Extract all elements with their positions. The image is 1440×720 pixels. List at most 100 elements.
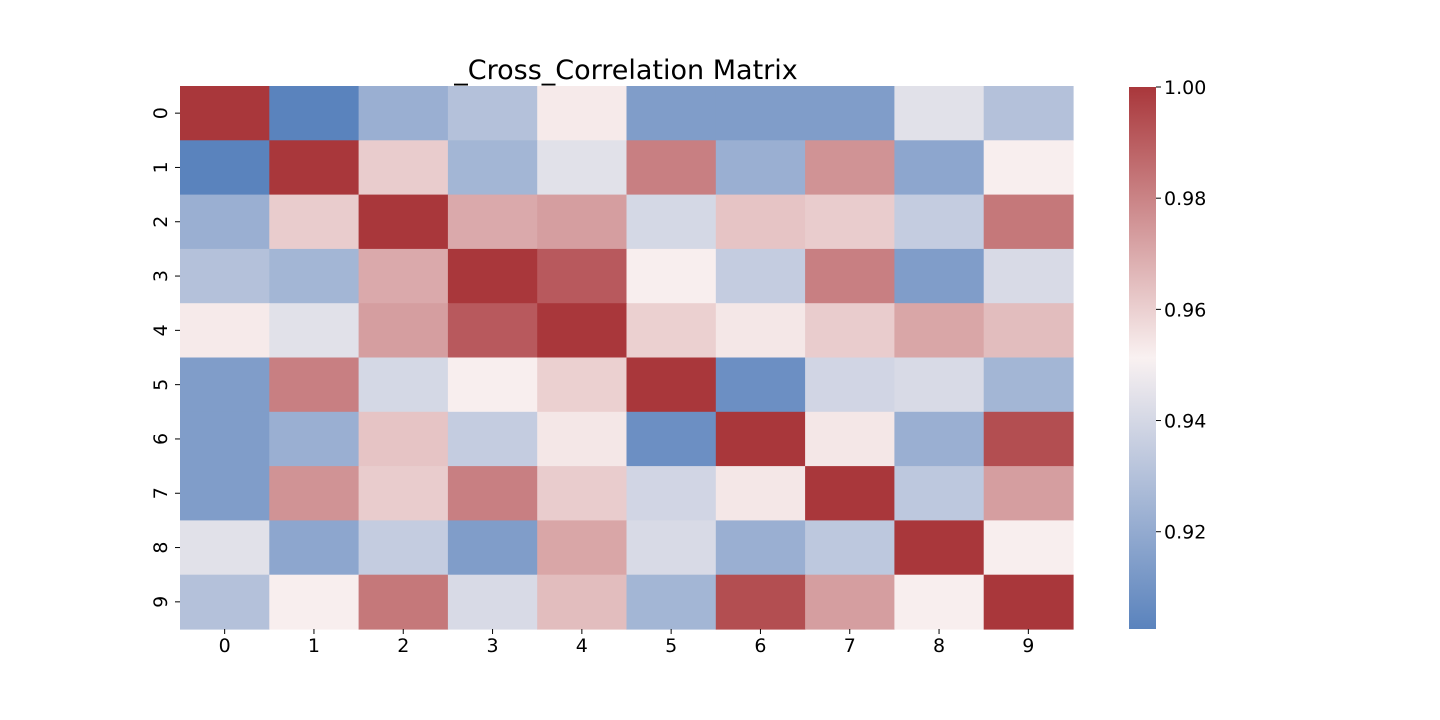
heatmap-cell — [358, 357, 449, 413]
heatmap-cell — [805, 520, 895, 576]
heatmap-cell — [269, 303, 360, 359]
heatmap-cell — [805, 86, 895, 141]
heatmap-cell — [626, 248, 717, 304]
heatmap-cell — [805, 194, 895, 250]
heatmap-cell — [447, 574, 538, 630]
y-tick-label: 8 — [150, 542, 172, 554]
heatmap-cell — [447, 466, 538, 521]
heatmap-cell — [537, 520, 628, 576]
x-tick-label: 5 — [665, 635, 677, 657]
colorbar-tick-label: 0.96 — [1164, 299, 1206, 321]
heatmap-cell — [983, 411, 1074, 467]
heatmap-cell — [537, 574, 628, 630]
heatmap-cell — [180, 357, 270, 413]
heatmap-cell — [983, 86, 1074, 141]
heatmap-cell — [715, 303, 806, 359]
heatmap-cell — [894, 357, 985, 413]
heatmap-cell — [269, 411, 360, 467]
heatmap-cell — [983, 466, 1074, 521]
heatmap-cell — [805, 466, 895, 521]
heatmap-cells — [180, 86, 1074, 630]
colorbar-tick-label: 0.92 — [1164, 522, 1206, 544]
heatmap-cell — [715, 411, 806, 467]
heatmap-cell — [537, 357, 628, 413]
colorbar-tick-label: 0.94 — [1164, 411, 1206, 433]
heatmap-cell — [894, 520, 985, 576]
heatmap-cell — [180, 194, 270, 250]
heatmap-cell — [626, 86, 717, 141]
heatmap-cell — [358, 411, 449, 467]
heatmap-cell — [894, 140, 985, 196]
heatmap-cell — [447, 140, 538, 196]
heatmap-cell — [180, 411, 270, 467]
heatmap-cell — [715, 194, 806, 250]
heatmap-cell — [805, 248, 895, 304]
heatmap-cell — [626, 574, 717, 630]
heatmap-cell — [805, 140, 895, 196]
x-tick-label: 4 — [576, 635, 588, 657]
heatmap-cell — [180, 140, 270, 196]
y-tick-label: 4 — [150, 324, 172, 336]
heatmap-cell — [447, 86, 538, 141]
y-tick-label: 6 — [150, 433, 172, 445]
heatmap-cell — [537, 411, 628, 467]
heatmap-cell — [447, 520, 538, 576]
y-tick-label: 9 — [150, 596, 172, 608]
heatmap-cell — [805, 574, 895, 630]
x-tick-label: 1 — [308, 635, 320, 657]
heatmap-cell — [626, 303, 717, 359]
y-tick-label: 5 — [150, 379, 172, 391]
y-tick-label: 1 — [150, 161, 172, 173]
x-tick-label: 9 — [1022, 635, 1034, 657]
heatmap-cell — [626, 194, 717, 250]
heatmap-cell — [269, 140, 360, 196]
heatmap-cell — [537, 86, 628, 141]
heatmap-cell — [537, 466, 628, 521]
heatmap-cell — [447, 248, 538, 304]
heatmap-cell — [358, 86, 449, 141]
colorbar-ticks: 0.92 0.94 0.96 0.98 1.00 — [1156, 77, 1206, 544]
x-tick-label: 0 — [219, 635, 231, 657]
x-tick-label: 2 — [397, 635, 409, 657]
heatmap-cell — [894, 574, 985, 630]
colorbar-tick-label: 0.98 — [1164, 188, 1206, 210]
heatmap-cell — [269, 248, 360, 304]
heatmap-cell — [537, 248, 628, 304]
chart-title: _Cross_Correlation Matrix — [453, 55, 798, 86]
heatmap-cell — [626, 357, 717, 413]
x-tick-label: 8 — [933, 635, 945, 657]
y-tick-label: 2 — [150, 216, 172, 228]
heatmap-cell — [269, 194, 360, 250]
heatmap-cell — [269, 466, 360, 521]
heatmap-cell — [894, 194, 985, 250]
heatmap-cell — [269, 574, 360, 630]
heatmap-cell — [626, 411, 717, 467]
x-axis-ticks: 0 1 2 3 4 5 6 7 8 9 — [219, 629, 1034, 657]
heatmap-cell — [715, 574, 806, 630]
heatmap-cell — [715, 466, 806, 521]
y-tick-label: 0 — [150, 107, 172, 119]
heatmap-cell — [269, 86, 360, 141]
x-tick-label: 3 — [487, 635, 499, 657]
heatmap-cell — [180, 86, 270, 141]
heatmap-cell — [805, 411, 895, 467]
y-axis-ticks: 0 1 2 3 4 5 6 7 8 9 — [150, 107, 180, 608]
heatmap-cell — [358, 466, 449, 521]
heatmap-cell — [358, 574, 449, 630]
y-tick-label: 7 — [150, 487, 172, 499]
heatmap-cell — [626, 520, 717, 576]
heatmap-cell — [983, 357, 1074, 413]
heatmap-cell — [358, 248, 449, 304]
colorbar-tick-label: 1.00 — [1164, 77, 1206, 99]
heatmap-cell — [983, 248, 1074, 304]
heatmap-cell — [180, 520, 270, 576]
heatmap-cell — [805, 303, 895, 359]
heatmap-cell — [894, 86, 985, 141]
heatmap-cell — [269, 357, 360, 413]
heatmap-cell — [805, 357, 895, 413]
heatmap-cell — [269, 520, 360, 576]
heatmap-cell — [983, 194, 1074, 250]
heatmap-cell — [180, 248, 270, 304]
colorbar — [1129, 87, 1156, 629]
